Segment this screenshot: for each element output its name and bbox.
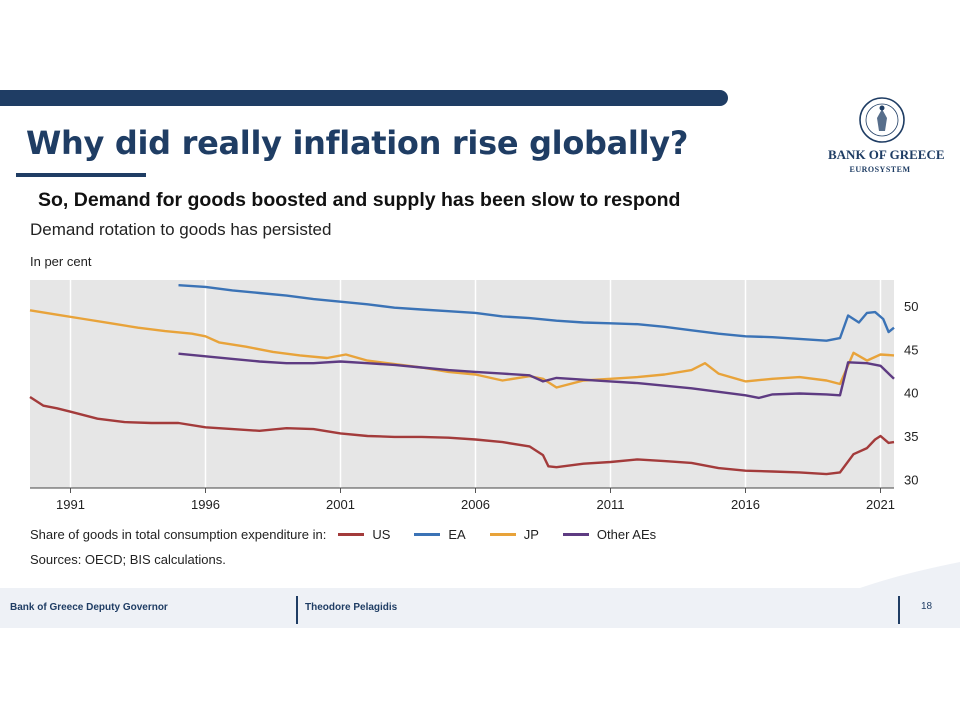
chart-source: Sources: OECD; BIS calculations. [30,552,226,567]
legend-label-jp: JP [523,527,539,542]
series-line-us [29,395,895,476]
legend-swatch-other-aes [562,533,589,536]
tick-label-x: 2001 [326,497,355,512]
tick-label-y: 45 [904,342,918,357]
series-line-other-aes [178,352,895,400]
legend-swatch-us [338,533,365,536]
slide-subtitle: So, Demand for goods boosted and supply … [38,189,681,211]
legend-item-us: US [338,527,390,542]
legend-swatch-jp [489,533,516,536]
line-chart: 1991 1996 2001 2006 2011 2016 2021 30 35 40 45 50 [29,280,918,512]
bank-logo: BANK OF GREECE EUROSYSTEM [828,96,945,182]
title-underline [16,173,146,177]
header-bar [0,90,728,106]
tick-label-x: 1991 [56,497,85,512]
tick-label-x: 2006 [461,497,490,512]
tick-label-x: 2021 [866,497,895,512]
series-line-ea [178,284,895,342]
tick-label-x: 2011 [597,497,625,512]
chart-unit: In per cent [30,254,92,269]
legend-prefix: Share of goods in total consumption expe… [30,527,327,542]
tick-label-x: 1996 [191,497,220,512]
chart-legend: Share of goods in total consumption expe… [30,527,656,542]
page-number: 18 [921,601,933,612]
slide-title: Why did really inflation rise globally? [26,124,689,162]
footer-separator [296,596,298,624]
footer-title: Bank of Greece Deputy Governor [10,602,168,613]
plot-area [30,280,894,488]
legend-label-ea: EA [448,527,466,542]
footer-speaker: Theodore Pelagidis [305,602,398,613]
footer-wave [860,562,960,590]
footer-separator-right [898,596,900,624]
tick-label-y: 40 [904,386,918,401]
tick-label-y: 50 [904,299,918,314]
legend-label-us: US [372,527,391,542]
legend-item-other-aes: Other AEs [562,527,657,542]
chart-title: Demand rotation to goods has persisted [30,220,332,239]
seal-icon [859,97,905,143]
bank-subtitle: EUROSYSTEM [849,165,911,174]
legend-item-jp: JP [489,527,539,542]
legend-swatch-ea [414,533,441,536]
tick-label-y: 30 [904,472,918,487]
bank-name: BANK OF GREECE [828,147,945,162]
legend-label-other-aes: Other AEs [596,527,657,542]
legend-item-ea: EA [414,527,466,542]
footer-band [0,588,960,628]
tick-label-y: 35 [904,429,918,444]
series-line-jp [29,309,895,389]
tick-label-x: 2016 [731,497,760,512]
